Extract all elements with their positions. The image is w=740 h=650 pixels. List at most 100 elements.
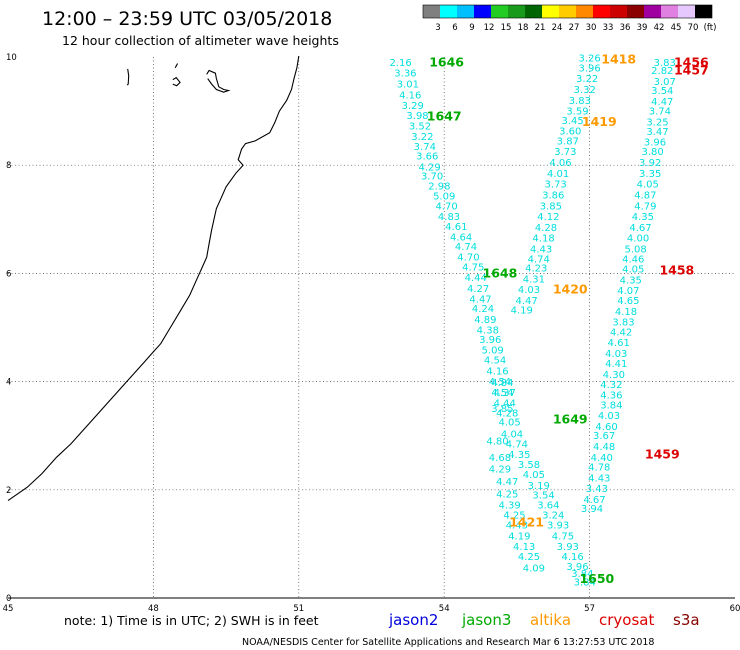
wave-height-value: 3.85: [491, 404, 513, 415]
track-label: 1421: [509, 514, 544, 529]
y-tick-label: 6: [6, 269, 11, 279]
wave-height-value: 4.16: [399, 90, 421, 101]
wave-height-value: 4.25: [496, 490, 518, 501]
wave-height-value: 3.93: [547, 520, 569, 531]
x-tick-label: 48: [148, 604, 159, 614]
x-tick-label: 54: [439, 604, 450, 614]
wave-height-value: 3.22: [576, 74, 598, 85]
track-label: 1419: [582, 114, 617, 129]
wave-height-value: 4.75: [462, 262, 484, 273]
wave-height-value: 4.84: [491, 378, 513, 389]
wave-height-value: 4.16: [562, 552, 584, 563]
island-outline: [172, 76, 181, 87]
wave-height-value: 4.05: [622, 265, 644, 276]
wave-height-value: 3.01: [397, 80, 419, 91]
wave-height-value: 4.31: [523, 274, 545, 285]
wave-height-value: 4.87: [634, 190, 656, 201]
wave-height-value: 4.80: [486, 437, 508, 448]
wave-height-value: 2.98: [428, 181, 450, 192]
wave-height-value: 3.70: [421, 172, 443, 183]
wave-height-value: 4.00: [627, 234, 649, 245]
wave-height-value: 4.54: [489, 377, 511, 388]
wave-height-value: 3.25: [646, 117, 668, 128]
colorbar-swatch: [440, 5, 457, 18]
colorbar-swatch: [559, 5, 576, 18]
wave-height-value: 4.23: [525, 263, 547, 274]
wave-height-value: 4.12: [537, 212, 559, 223]
wave-height-value: 4.35: [508, 450, 530, 461]
island-outline: [126, 68, 130, 86]
wave-height-value: 4.74: [506, 439, 528, 450]
wave-height-value: 4.05: [637, 180, 659, 191]
track-label: 1458: [659, 263, 694, 278]
wave-height-value: 4.43: [530, 245, 552, 256]
wave-height-value: 3.83: [654, 58, 676, 69]
wave-height-value: 4.64: [450, 233, 472, 244]
island-outline: [206, 69, 231, 93]
colorbar-label: (ft): [704, 23, 717, 33]
wave-height-value: 3.96: [479, 335, 501, 346]
wave-height-value: 3.47: [646, 127, 668, 138]
satellite-legend-altika: altika: [530, 611, 571, 629]
colorbar-swatch: [678, 5, 695, 18]
wave-height-value: 5.08: [625, 245, 647, 256]
wave-height-value: 4.29: [419, 162, 441, 173]
wave-height-value: 4.44: [494, 399, 516, 410]
wave-height-value: 4.78: [588, 463, 610, 474]
wave-height-value: 2.82: [651, 66, 673, 77]
satellite-legend-s3a: s3a: [673, 611, 700, 629]
colorbar-legend: 3 6 9 12 15 18 21 24 27 30 33 36 39 42 45 70 (ft): [422, 4, 717, 33]
colorbar-frame: [422, 4, 713, 19]
colorbar-label: 21: [535, 23, 546, 33]
wave-height-value: 4.03: [598, 411, 620, 422]
wave-height-value: 3.73: [545, 180, 567, 191]
x-tick-label: 57: [584, 604, 595, 614]
wave-height-value: 4.13: [513, 542, 535, 553]
wave-height-value: 4.44: [465, 273, 487, 284]
footer-credit: NOAA/NESDIS Center for Satellite Applica…: [242, 637, 654, 648]
wave-height-value: 3.07: [654, 77, 676, 88]
wave-height-value: 4.28: [496, 408, 518, 419]
coastline: [7, 55, 300, 502]
colorbar-label: 30: [586, 23, 597, 33]
colorbar-label: 36: [620, 23, 631, 33]
wave-height-value: 3.19: [528, 481, 550, 492]
wave-height-value: 3.29: [402, 101, 424, 112]
wave-height-value: 4.06: [549, 158, 571, 169]
wave-height-value: 4.04: [501, 430, 523, 441]
island-outline: [174, 63, 179, 69]
y-tick-label: 2: [6, 486, 11, 496]
wave-height-value: 4.61: [608, 338, 630, 349]
colorbar-label: 42: [654, 23, 665, 33]
wave-height-value: 4.28: [535, 223, 557, 234]
wave-height-value: 3.98: [406, 111, 428, 122]
satellite-legend: jason2 jason3 altika cryosat s3a: [388, 611, 700, 629]
wave-height-value: 3.93: [557, 542, 579, 553]
wave-height-value: 4.89: [474, 315, 496, 326]
colorbar-label: 15: [501, 23, 512, 33]
satellite-legend-jason3: jason3: [461, 611, 511, 629]
wave-height-value: 4.25: [503, 511, 525, 522]
wave-height-value: 4.67: [583, 495, 605, 506]
track-label: 1649: [553, 411, 588, 426]
track-label: 1457: [674, 63, 709, 78]
wave-height-value: 4.03: [605, 349, 627, 360]
colorbar-swatch: [491, 5, 508, 18]
wave-height-value: 4.74: [455, 242, 477, 253]
y-tick-label: 10: [6, 53, 17, 63]
colorbar-swatch: [593, 5, 610, 18]
wave-height-value: 3.92: [639, 158, 661, 169]
wave-height-value: 3.45: [562, 116, 584, 127]
wave-height-value: 4.01: [547, 169, 569, 180]
colorbar-label: 9: [469, 23, 474, 33]
wave-height-value: 3.84: [600, 400, 622, 411]
wave-height-value: 3.67: [593, 431, 615, 442]
wave-height-value: 4.37: [494, 388, 516, 399]
wave-height-value: 4.43: [588, 473, 610, 484]
wave-height-value: 4.83: [438, 212, 460, 223]
wave-height-value: 3.64: [537, 500, 559, 511]
colorbar-swatch: [457, 5, 474, 18]
wave-height-value: 4.48: [593, 442, 615, 453]
wave-height-value: 4.70: [457, 253, 479, 264]
colorbar-swatch: [474, 5, 491, 18]
